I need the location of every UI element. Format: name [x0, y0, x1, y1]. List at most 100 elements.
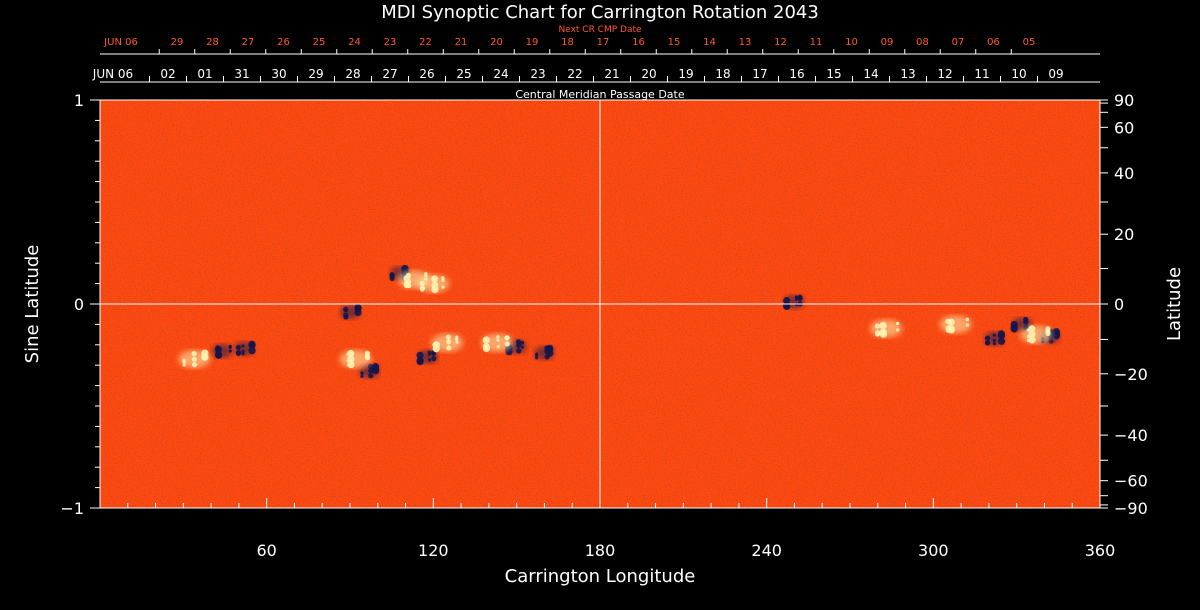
region-blob — [419, 280, 425, 286]
cmp-date-label: 14 — [863, 67, 878, 81]
x-tick-label: 120 — [418, 541, 449, 560]
region-blob — [368, 373, 374, 379]
region-blob — [504, 335, 510, 341]
next-cmp-date-label: 18 — [561, 37, 574, 48]
region-blob — [446, 345, 452, 351]
negative-polarity-region — [984, 330, 1006, 346]
region-blob — [997, 337, 1006, 345]
region-blob — [201, 352, 209, 360]
region-blob — [947, 326, 955, 334]
next-cmp-date-label: JUN 06 — [103, 37, 138, 48]
region-blob — [1045, 330, 1051, 337]
next-cmp-date-label: 21 — [455, 37, 468, 48]
next-cmp-date-label: 27 — [242, 37, 255, 48]
cmp-date-label: 28 — [345, 67, 360, 81]
next-cmp-date-label: 28 — [206, 37, 219, 48]
positive-polarity-region — [417, 274, 450, 294]
negative-polarity-region — [340, 304, 362, 320]
region-blob — [235, 350, 242, 356]
region-blob — [1026, 338, 1031, 343]
region-blob — [364, 350, 371, 356]
region-blob — [992, 342, 997, 346]
cmp-date-label: 01 — [197, 67, 212, 81]
region-blob — [405, 272, 412, 278]
positive-polarity-region — [870, 319, 903, 338]
y-right-tick-label: −40 — [1114, 426, 1148, 445]
y-right-tick-label: 60 — [1114, 118, 1134, 137]
y-right-tick-label: 40 — [1114, 164, 1134, 183]
cmp-date-label: 10 — [1011, 67, 1026, 81]
next-cmp-date-label: 09 — [881, 37, 894, 48]
y-right-tick-label: −90 — [1114, 499, 1148, 518]
region-blob — [431, 356, 437, 362]
region-blob — [403, 280, 411, 288]
cmp-date-label: 18 — [715, 67, 730, 81]
region-blob — [441, 285, 445, 289]
cmp-date-label: 29 — [308, 67, 323, 81]
negative-polarity-region — [234, 340, 256, 356]
y-right-tick-label: 90 — [1114, 91, 1134, 110]
region-blob — [985, 339, 991, 346]
region-blob — [1045, 326, 1051, 332]
region-blob — [347, 355, 355, 363]
region-blob — [248, 347, 256, 355]
next-cmp-date-label: 26 — [277, 37, 290, 48]
region-blob — [191, 356, 197, 362]
next-cmp-date-label: 17 — [597, 37, 610, 48]
next-cmp-date-label: 11 — [810, 37, 823, 48]
chart-title: MDI Synoptic Chart for Carrington Rotati… — [381, 2, 819, 23]
region-blob — [992, 333, 996, 337]
region-blob — [794, 297, 799, 301]
next-cmp-date-label: 07 — [952, 37, 965, 48]
region-blob — [347, 360, 355, 369]
region-blob — [544, 354, 550, 360]
region-blob — [228, 349, 232, 353]
cmp-date-label: JUN 06 — [92, 67, 133, 81]
positive-polarity-region — [339, 349, 372, 369]
region-blob — [1028, 330, 1036, 338]
region-blob — [1052, 330, 1060, 338]
region-blob — [520, 340, 524, 344]
x-tick-label: 300 — [918, 541, 949, 560]
y-right-tick-label: −20 — [1114, 365, 1148, 384]
region-blob — [432, 341, 440, 349]
region-blob — [431, 285, 439, 294]
negative-polarity-region — [359, 362, 380, 379]
region-blob — [360, 371, 364, 375]
region-blob — [215, 351, 223, 359]
next-cmp-date-label: 05 — [1023, 37, 1036, 48]
region-blob — [797, 294, 803, 301]
region-blob — [416, 357, 424, 365]
region-blob — [241, 352, 245, 356]
next-cmp-date-label: 14 — [703, 37, 716, 48]
next-cmp-date-label: 29 — [171, 37, 184, 48]
positive-polarity-region — [939, 315, 972, 334]
region-blob — [416, 351, 424, 359]
region-blob — [427, 358, 432, 362]
region-blob — [427, 352, 432, 356]
cmp-date-label: 22 — [567, 67, 582, 81]
region-blob — [496, 345, 500, 349]
region-blob — [545, 345, 554, 353]
region-blob — [235, 344, 241, 351]
x-axis-label: Carrington Longitude — [505, 566, 696, 587]
region-blob — [992, 338, 997, 343]
y-right-tick-label: 20 — [1114, 225, 1134, 244]
region-blob — [419, 286, 425, 292]
region-blob — [241, 349, 245, 354]
region-blob — [496, 335, 500, 339]
region-blob — [520, 345, 525, 349]
y-left-tick-label: 0 — [74, 295, 84, 314]
region-blob — [965, 323, 970, 327]
region-blob — [228, 345, 232, 349]
region-blob — [389, 273, 395, 279]
region-blob — [516, 348, 522, 354]
y-left-tick-label: −1 — [60, 499, 84, 518]
region-blob — [364, 355, 371, 361]
region-blob — [1010, 320, 1018, 329]
cmp-date-label: 13 — [900, 67, 915, 81]
region-blob — [346, 363, 350, 367]
next-cmp-date-label: 13 — [739, 37, 752, 48]
cmp-date-label: 20 — [641, 67, 656, 81]
